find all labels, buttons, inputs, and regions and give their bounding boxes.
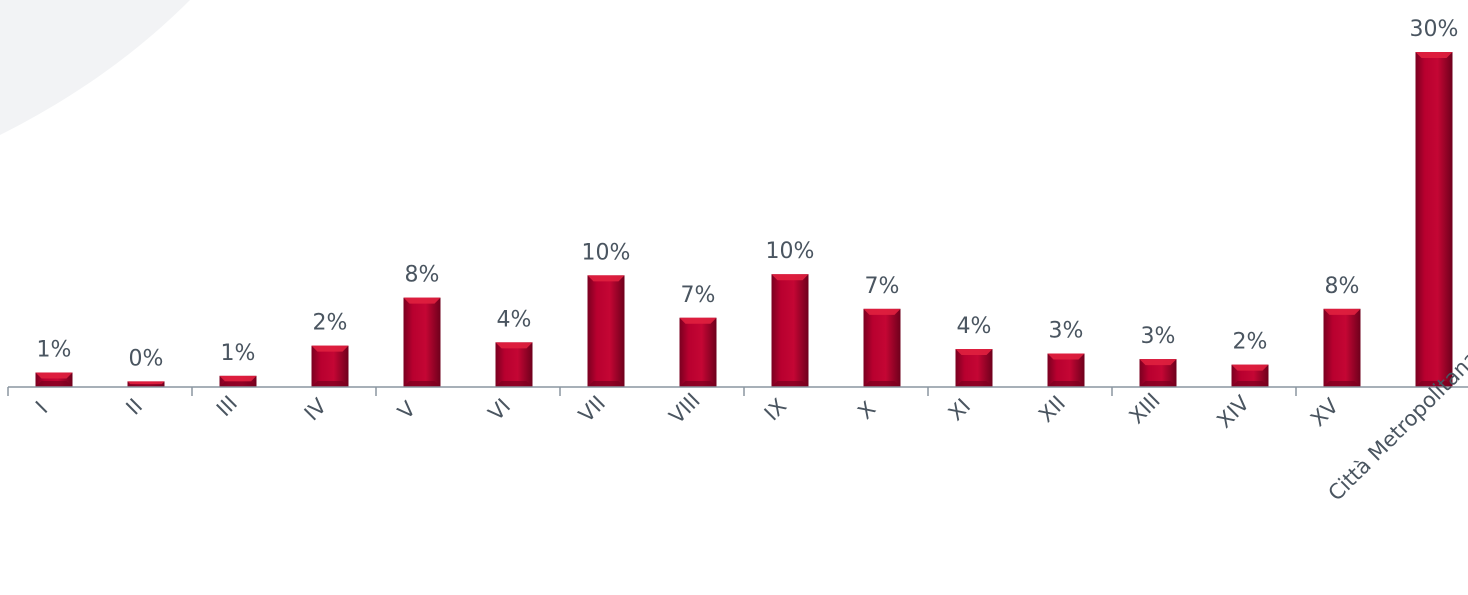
value-label: 10% — [582, 240, 631, 265]
value-label: 2% — [1233, 330, 1268, 355]
bar — [1047, 353, 1085, 387]
value-label: 4% — [957, 314, 992, 339]
category-label: II — [121, 394, 147, 420]
category-label: IV — [300, 393, 332, 425]
category-label: XI — [944, 394, 976, 426]
value-label: 4% — [497, 307, 532, 332]
value-label: 1% — [37, 337, 72, 362]
category-label: XIV — [1212, 391, 1254, 433]
value-label: 7% — [865, 274, 900, 299]
value-label: 7% — [681, 283, 716, 308]
background-arc — [0, 0, 190, 135]
x-axis-ticks — [7, 387, 1297, 396]
value-label: 0% — [129, 346, 164, 371]
bar — [403, 297, 441, 387]
bar — [1231, 364, 1269, 387]
category-label: XII — [1034, 391, 1070, 427]
category-label: I — [31, 397, 52, 418]
category-label: III — [212, 391, 242, 421]
category-label: V — [393, 396, 421, 424]
category-label: XV — [1306, 393, 1344, 431]
value-label: 1% — [221, 341, 256, 366]
value-label: 3% — [1049, 319, 1084, 344]
bar — [127, 381, 165, 387]
bar — [1139, 359, 1177, 387]
category-label: IX — [760, 394, 792, 426]
bar — [863, 308, 901, 387]
category-label: VIII — [665, 388, 705, 428]
value-label: 10% — [766, 239, 815, 264]
value-label: 30% — [1410, 17, 1459, 42]
value-labels-group: 1% 0% 1% 2% 8% 4% 10% 7% 10% 7% 4% 3% 3% 2% 8% 30% — [37, 17, 1459, 371]
category-label: XIII — [1125, 388, 1165, 428]
bar — [771, 274, 809, 387]
value-label: 8% — [405, 263, 440, 288]
bar — [587, 275, 625, 387]
bar — [311, 345, 349, 387]
bar — [679, 317, 717, 387]
category-label: VII — [574, 391, 610, 427]
value-label: 2% — [313, 311, 348, 336]
bar — [1415, 52, 1453, 387]
value-label: 3% — [1141, 324, 1176, 349]
value-label: 8% — [1325, 274, 1360, 299]
bar — [1323, 308, 1361, 387]
category-label: VI — [484, 394, 516, 426]
bar — [219, 375, 257, 387]
category-label: X — [853, 397, 880, 424]
bars-group — [35, 52, 1453, 387]
bar — [495, 342, 533, 387]
bar — [955, 349, 993, 387]
bar — [35, 372, 73, 387]
